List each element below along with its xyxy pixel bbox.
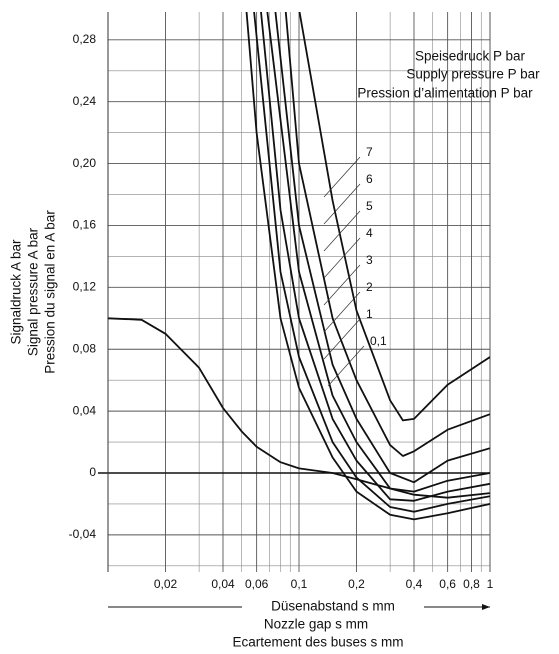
- leader-line: [323, 237, 361, 279]
- curve: [245, 12, 490, 521]
- x-tick-label: 0,2: [348, 577, 365, 591]
- curve-label: 0,1: [370, 334, 387, 348]
- y-axis-label: Signaldruck A bar: [9, 239, 24, 345]
- curve: [266, 12, 490, 493]
- x-tick-label: 1: [487, 577, 494, 591]
- y-axis-label: Pression du signal en A bar: [43, 210, 58, 374]
- leader-line: [323, 291, 361, 333]
- x-axis-label: Düsenabstand s mm: [271, 599, 395, 614]
- curve: [284, 12, 490, 457]
- curve: [253, 12, 490, 513]
- curve-label: 4: [366, 226, 373, 240]
- curve: [274, 12, 490, 484]
- x-arrow-head: [482, 604, 490, 610]
- x-tick-label: 0,8: [463, 577, 480, 591]
- leader-line: [323, 264, 361, 306]
- y-tick-label: 0,20: [73, 156, 97, 170]
- x-tick-label: 0,4: [406, 577, 423, 591]
- curve-label: 7: [366, 145, 373, 159]
- y-tick-label: -0,04: [69, 527, 97, 541]
- legend-title: Speisedruck P bar: [415, 49, 526, 64]
- y-tick-label: 0,16: [73, 218, 97, 232]
- x-tick-label: 0,02: [154, 577, 178, 591]
- y-tick-label: 0,08: [73, 341, 97, 355]
- curve: [298, 12, 490, 422]
- curve-label: 6: [366, 172, 373, 186]
- curve-label: 2: [366, 280, 373, 294]
- x-tick-label: 0,04: [211, 577, 235, 591]
- labels: 0,02 0,04 0,06 0,1 0,2 0,4 0,6 0,8 1 -0,04 0 0,04 0,…: [69, 32, 494, 591]
- legend-title: Supply pressure P bar: [406, 67, 540, 82]
- curve: [108, 317, 490, 499]
- x-tick-label: 0,1: [291, 577, 308, 591]
- leader-line: [323, 318, 361, 360]
- y-tick-label: 0,12: [73, 280, 97, 294]
- y-axis-label: Signal pressure A bar: [26, 227, 41, 356]
- curve-label: 3: [366, 253, 373, 267]
- y-tick-label: 0,24: [73, 94, 97, 108]
- curve-label: 5: [366, 199, 373, 213]
- leader-line: [323, 210, 361, 252]
- curve-label: 1: [366, 307, 373, 321]
- y-tick-label: 0,28: [73, 32, 97, 46]
- curves: [108, 12, 490, 521]
- x-tick-label: 0,6: [439, 577, 456, 591]
- curve: [260, 12, 490, 502]
- leader-line: [327, 345, 365, 387]
- x-tick-label: 0,06: [245, 577, 269, 591]
- leader-line: [323, 156, 361, 198]
- y-tick-label: 0: [89, 465, 96, 479]
- x-axis-label: Nozzle gap s mm: [264, 617, 368, 632]
- leader-line: [323, 183, 361, 225]
- y-tick-label: 0,04: [73, 403, 97, 417]
- x-axis-label: Ecartement des buses s mm: [232, 635, 403, 650]
- legend-title: Pression d’alimentation P bar: [357, 86, 533, 101]
